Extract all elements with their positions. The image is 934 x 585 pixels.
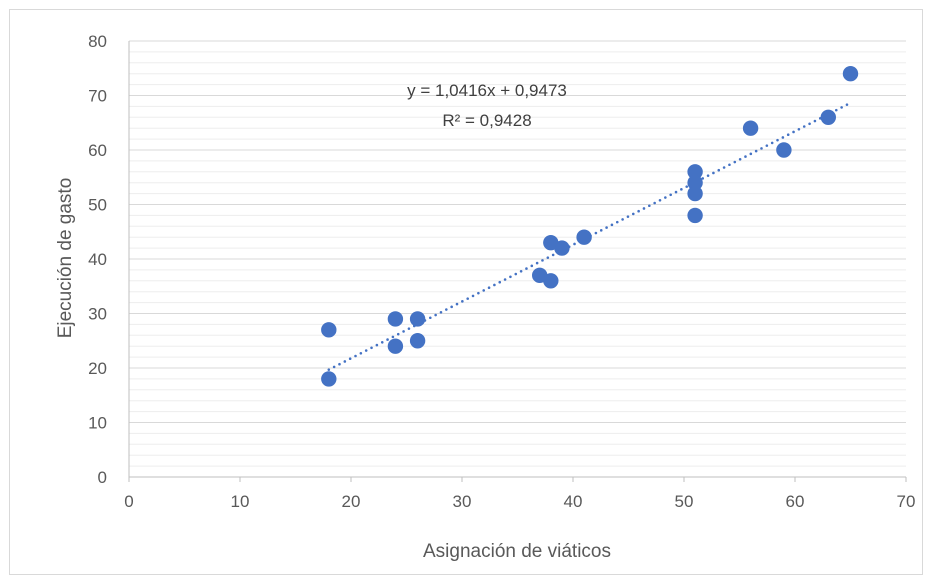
data-point bbox=[742, 120, 759, 136]
x-tick-label: 70 bbox=[897, 492, 916, 511]
y-tick-label: 30 bbox=[88, 305, 107, 324]
data-point bbox=[820, 109, 836, 126]
x-tick-label: 60 bbox=[786, 492, 805, 511]
x-tick-label: 30 bbox=[453, 492, 472, 511]
data-point bbox=[387, 311, 404, 327]
data-point bbox=[387, 338, 404, 354]
data-point bbox=[321, 371, 337, 387]
data-point bbox=[321, 322, 337, 338]
x-tick-label: 20 bbox=[342, 492, 361, 511]
major-gridlines bbox=[129, 40, 906, 423]
y-tick-label: 20 bbox=[88, 359, 107, 378]
x-axis-title: Asignación de viáticos bbox=[423, 541, 611, 562]
data-point bbox=[409, 333, 426, 349]
data-point bbox=[554, 240, 570, 256]
y-tick-label: 10 bbox=[88, 414, 107, 433]
x-axis-tick-labels: 0 10 20 30 40 50 60 70 bbox=[124, 492, 915, 511]
trendline-equation: y = 1,0416x + 0,9473 bbox=[407, 81, 567, 100]
data-point bbox=[776, 142, 792, 158]
y-tick-label: 50 bbox=[88, 196, 107, 215]
y-axis-tick-labels: 0 10 20 30 40 50 60 70 80 bbox=[88, 32, 107, 487]
data-point bbox=[409, 311, 426, 327]
y-tick-label: 70 bbox=[88, 87, 107, 106]
data-point bbox=[842, 66, 859, 82]
x-tick-label: 40 bbox=[564, 492, 583, 511]
y-tick-label: 80 bbox=[88, 32, 107, 51]
r-squared-label: R² = 0,9428 bbox=[442, 111, 531, 130]
x-tick-label: 50 bbox=[675, 492, 694, 511]
data-point bbox=[543, 273, 559, 289]
x-tick-label: 10 bbox=[231, 492, 250, 511]
y-tick-label: 0 bbox=[98, 468, 107, 487]
y-tick-label: 40 bbox=[88, 250, 107, 269]
x-axis-ticks bbox=[128, 477, 907, 482]
x-tick-label: 0 bbox=[124, 492, 133, 511]
minor-gridlines bbox=[129, 51, 906, 467]
data-point bbox=[576, 229, 592, 245]
y-tick-label: 60 bbox=[88, 141, 107, 160]
data-point bbox=[687, 185, 703, 202]
y-axis-title: Ejecución de gasto bbox=[55, 178, 76, 339]
data-points bbox=[321, 66, 859, 387]
data-point bbox=[687, 207, 703, 224]
